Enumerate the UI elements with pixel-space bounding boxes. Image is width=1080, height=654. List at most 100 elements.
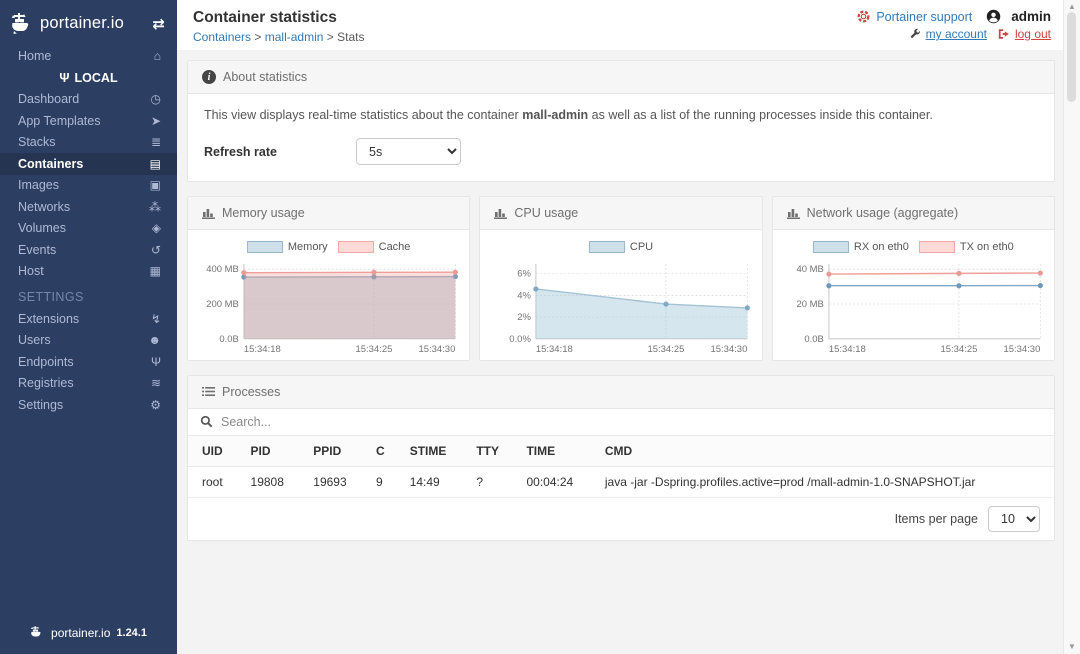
sidebar: portainer.io ⇄ Home ⌂ Ψ LOCAL Dashboard … bbox=[0, 0, 177, 654]
svg-text:15:34:30: 15:34:30 bbox=[1003, 344, 1040, 355]
sidebar-item-label: Endpoints bbox=[18, 354, 74, 369]
portainer-logo-text: portainer.io bbox=[40, 14, 125, 32]
charts-row: Memory usage Memory Cache 400 MB 200 MB 0.0… bbox=[187, 196, 1055, 361]
processes-panel-header: Processes bbox=[188, 375, 1054, 409]
bar-chart-icon bbox=[202, 208, 215, 219]
sidebar-item-dashboard[interactable]: Dashboard ◷ bbox=[0, 89, 177, 111]
legend-label: CPU bbox=[629, 241, 654, 253]
svg-text:0.0B: 0.0B bbox=[804, 334, 823, 345]
column-header-stime: STIME bbox=[399, 435, 467, 467]
breadcrumb-containers-link[interactable]: Containers bbox=[193, 30, 252, 44]
about-statistics-panel: i About statistics This view displays re… bbox=[187, 60, 1055, 182]
breadcrumb-container-link[interactable]: mall-admin bbox=[264, 30, 324, 44]
sidebar-item-label: Stacks bbox=[18, 135, 56, 150]
processes-search-input[interactable] bbox=[221, 414, 1042, 429]
container-name: mall-admin bbox=[522, 108, 589, 122]
sidebar-item-networks[interactable]: Networks ⁂ bbox=[0, 196, 177, 218]
settings-section-header: SETTINGS bbox=[18, 290, 84, 304]
endpoint-local[interactable]: Ψ LOCAL bbox=[0, 67, 177, 89]
username-menu[interactable]: admin bbox=[1011, 9, 1051, 24]
processes-search-row bbox=[188, 409, 1054, 436]
sidebar-item-volumes[interactable]: Volumes ◈ bbox=[0, 218, 177, 240]
column-header-cmd: CMD bbox=[594, 435, 1054, 467]
my-account-link[interactable]: my account bbox=[925, 27, 987, 41]
processes-panel: Processes UIDPIDPPIDCSTIMETTYTIMECMDroot… bbox=[187, 374, 1055, 541]
legend-item: TX on eth0 bbox=[918, 241, 1014, 253]
page-title: Container statistics bbox=[193, 9, 337, 26]
cell: 9 bbox=[366, 466, 400, 498]
scroll-up-arrow[interactable]: ▲ bbox=[1068, 2, 1076, 11]
sidebar-item-containers[interactable]: Containers ▤ bbox=[0, 153, 177, 175]
svg-text:2%: 2% bbox=[518, 312, 532, 323]
about-panel-body: This view displays real-time statistics … bbox=[188, 94, 1054, 181]
svg-text:4%: 4% bbox=[518, 290, 532, 301]
bar-chart-icon bbox=[494, 208, 508, 219]
footer-logo-text: portainer.io bbox=[51, 625, 111, 640]
legend-item: CPU bbox=[588, 241, 654, 253]
sidebar-item-events[interactable]: Events ↺ bbox=[0, 239, 177, 261]
bar-chart-icon bbox=[786, 208, 800, 219]
scroll-down-arrow[interactable]: ▼ bbox=[1068, 642, 1076, 651]
column-header-c: C bbox=[366, 435, 400, 467]
svg-text:15:34:25: 15:34:25 bbox=[355, 344, 392, 355]
sidebar-item-settings[interactable]: Settings ⚙ bbox=[0, 394, 177, 416]
breadcrumb: Containers > mall-admin > Stats bbox=[193, 30, 364, 44]
user-circle-icon bbox=[986, 9, 1001, 24]
sidebar-item-users[interactable]: Users ☻ bbox=[0, 330, 177, 352]
about-panel-header: i About statistics bbox=[188, 61, 1054, 94]
host-icon: ▦ bbox=[149, 264, 161, 279]
sidebar-item-host[interactable]: Host ▦ bbox=[0, 261, 177, 283]
refresh-rate-select[interactable]: 5s bbox=[356, 138, 461, 165]
processes-panel-title: Processes bbox=[222, 384, 281, 399]
sidebar-toggle-icon[interactable]: ⇄ bbox=[152, 15, 165, 33]
sidebar-item-extensions[interactable]: Extensions ↯ bbox=[0, 308, 177, 330]
scrollbar-thumb[interactable] bbox=[1067, 12, 1076, 102]
column-header-tty: TTY bbox=[466, 435, 517, 467]
sidebar-item-label: Events bbox=[18, 242, 57, 257]
legend-label: Memory bbox=[287, 241, 328, 253]
svg-text:20 MB: 20 MB bbox=[796, 299, 823, 310]
processes-footer: Items per page 10 bbox=[188, 498, 1054, 540]
memory-panel-header: Memory usage bbox=[188, 197, 470, 230]
cpu-usage-panel: CPU usage CPU 6% 4% 2% 0.0% 15:34:18 15:34:25… bbox=[479, 196, 763, 361]
containers-icon: ▤ bbox=[149, 156, 161, 171]
refresh-rate-label: Refresh rate bbox=[204, 144, 277, 159]
portainer-whale-icon bbox=[10, 11, 36, 37]
sidebar-item-app-templates[interactable]: App Templates ➤ bbox=[0, 110, 177, 132]
legend-item: Memory bbox=[246, 241, 328, 253]
column-header-uid: UID bbox=[188, 435, 241, 467]
portainer-support-link[interactable]: Portainer support bbox=[876, 9, 973, 24]
sidebar-item-label: Volumes bbox=[18, 221, 66, 236]
sidebar-item-endpoints[interactable]: Endpoints Ψ bbox=[0, 351, 177, 373]
cpu-chart: 6% 4% 2% 0.0% 15:34:18 15:34:25 15:34:30 bbox=[510, 263, 751, 355]
home-icon: ⌂ bbox=[153, 48, 161, 63]
svg-text:15:34:25: 15:34:25 bbox=[648, 344, 685, 355]
network-chart: 40 MB 20 MB 0.0B 15:34:18 15:34:25 15:34:30 bbox=[796, 263, 1043, 355]
sidebar-item-stacks[interactable]: Stacks ≣ bbox=[0, 132, 177, 154]
legend-swatch bbox=[812, 241, 849, 253]
main-area: Container statistics Containers > mall-a… bbox=[177, 0, 1063, 654]
scrollbar-track[interactable] bbox=[1064, 12, 1080, 642]
sidebar-item-images[interactable]: Images ▣ bbox=[0, 175, 177, 197]
sidebar-item-label: Networks bbox=[18, 199, 71, 214]
stacks-icon: ≣ bbox=[150, 135, 161, 150]
items-per-page-select[interactable]: 10 bbox=[988, 505, 1040, 532]
sidebar-item-registries[interactable]: Registries ≋ bbox=[0, 373, 177, 395]
legend-swatch bbox=[588, 241, 625, 253]
images-icon: ▣ bbox=[149, 178, 161, 193]
page-content: i About statistics This view displays re… bbox=[177, 50, 1063, 551]
sidebar-item-label: App Templates bbox=[18, 113, 101, 128]
memory-usage-panel: Memory usage Memory Cache 400 MB 200 MB 0.0… bbox=[187, 196, 471, 361]
endpoint-local-label: LOCAL bbox=[74, 70, 118, 85]
cell: ? bbox=[466, 466, 517, 498]
svg-text:15:34:30: 15:34:30 bbox=[711, 344, 748, 355]
cell: 14:49 bbox=[399, 466, 467, 498]
vertical-scrollbar[interactable]: ▲ ▼ bbox=[1063, 0, 1080, 654]
sidebar-item-home[interactable]: Home ⌂ bbox=[0, 45, 177, 67]
cell: 00:04:24 bbox=[516, 466, 595, 498]
svg-text:15:34:30: 15:34:30 bbox=[418, 344, 455, 355]
log-out-link[interactable]: log out bbox=[1014, 27, 1051, 41]
app-templates-icon: ➤ bbox=[150, 113, 161, 128]
network-panel-header: Network usage (aggregate) bbox=[772, 197, 1054, 230]
